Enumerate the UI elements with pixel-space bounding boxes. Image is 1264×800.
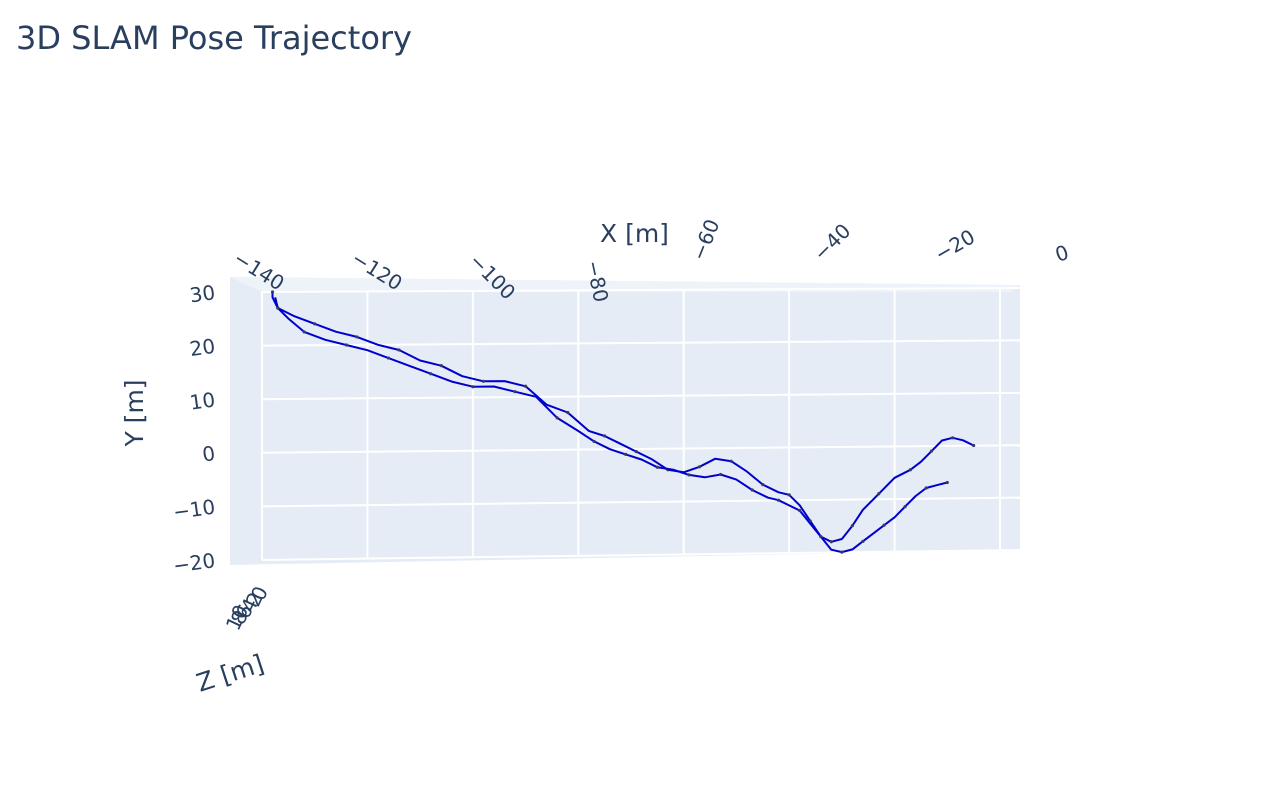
pose-marker — [924, 486, 928, 490]
x-tick-label: −40 — [809, 219, 856, 266]
pose-marker — [276, 306, 280, 310]
y-gridline — [261, 339, 1021, 347]
pose-marker — [829, 540, 833, 544]
pose-marker — [697, 465, 702, 469]
pose-marker — [313, 322, 317, 326]
pose-marker — [687, 473, 691, 477]
pose-marker — [270, 290, 275, 294]
pose-marker — [592, 439, 596, 444]
trace-layer — [270, 290, 976, 554]
pose-marker — [355, 335, 359, 339]
grid-layer — [261, 287, 1021, 561]
pose-marker — [471, 385, 475, 389]
y-gridline — [261, 496, 1021, 508]
z-axis-title: Z [m] — [193, 649, 268, 698]
pose-marker — [397, 348, 401, 352]
pose-marker — [302, 330, 306, 334]
y-gridline — [261, 287, 1021, 293]
y-tick-label: 0 — [201, 441, 217, 467]
pose-marker — [719, 472, 723, 477]
pose-marker — [950, 436, 955, 440]
y-gridline — [261, 391, 1021, 401]
pose-marker — [882, 523, 886, 527]
pose-marker — [850, 524, 855, 528]
y-tick-label: −20 — [172, 548, 217, 578]
pose-marker — [908, 468, 912, 472]
pose-marker — [655, 465, 659, 469]
pose-marker — [929, 449, 934, 453]
side-wall-yz — [230, 277, 262, 565]
pose-marker — [523, 384, 528, 388]
y-tick-label: 10 — [188, 387, 217, 414]
pose-marker — [513, 390, 517, 394]
pose-marker — [761, 482, 765, 487]
pose-marker — [903, 505, 907, 509]
pose-marker — [555, 416, 559, 420]
pose-marker — [481, 379, 485, 383]
pose-marker — [819, 535, 823, 539]
pose-marker — [750, 488, 754, 492]
pose-marker — [840, 550, 844, 554]
pose-marker — [861, 539, 865, 543]
pose-marker — [777, 498, 781, 502]
pose-marker — [787, 493, 791, 497]
pose-marker — [439, 364, 443, 368]
y-tick-label: 30 — [188, 280, 217, 307]
x-tick-label: −60 — [686, 216, 724, 264]
pose-marker — [344, 343, 348, 347]
back-wall-xy — [230, 277, 1020, 565]
pose-marker — [729, 459, 733, 463]
y-gridline — [261, 444, 1021, 454]
pose-marker — [386, 356, 391, 360]
pose-marker — [603, 434, 607, 438]
trajectory-line — [274, 297, 948, 554]
pose-marker — [877, 492, 881, 496]
pose-marker — [798, 508, 802, 513]
y-tick-label: −10 — [172, 495, 217, 525]
y-tick-label: 20 — [188, 334, 217, 361]
y-axis-title: Y [m] — [120, 379, 149, 447]
chart-title: 3D SLAM Pose Trajectory — [16, 19, 412, 57]
pose-marker — [624, 452, 628, 456]
pose-marker — [634, 449, 638, 454]
y-gridline — [261, 549, 1021, 561]
x-axis-title: X [m] — [600, 219, 669, 248]
pose-marker — [429, 372, 433, 376]
pose-marker — [566, 410, 570, 415]
x-tick-label: −20 — [931, 224, 980, 266]
pose-marker — [945, 480, 949, 485]
x-tick-label: 0 — [1052, 240, 1072, 267]
pose-marker — [972, 443, 976, 448]
